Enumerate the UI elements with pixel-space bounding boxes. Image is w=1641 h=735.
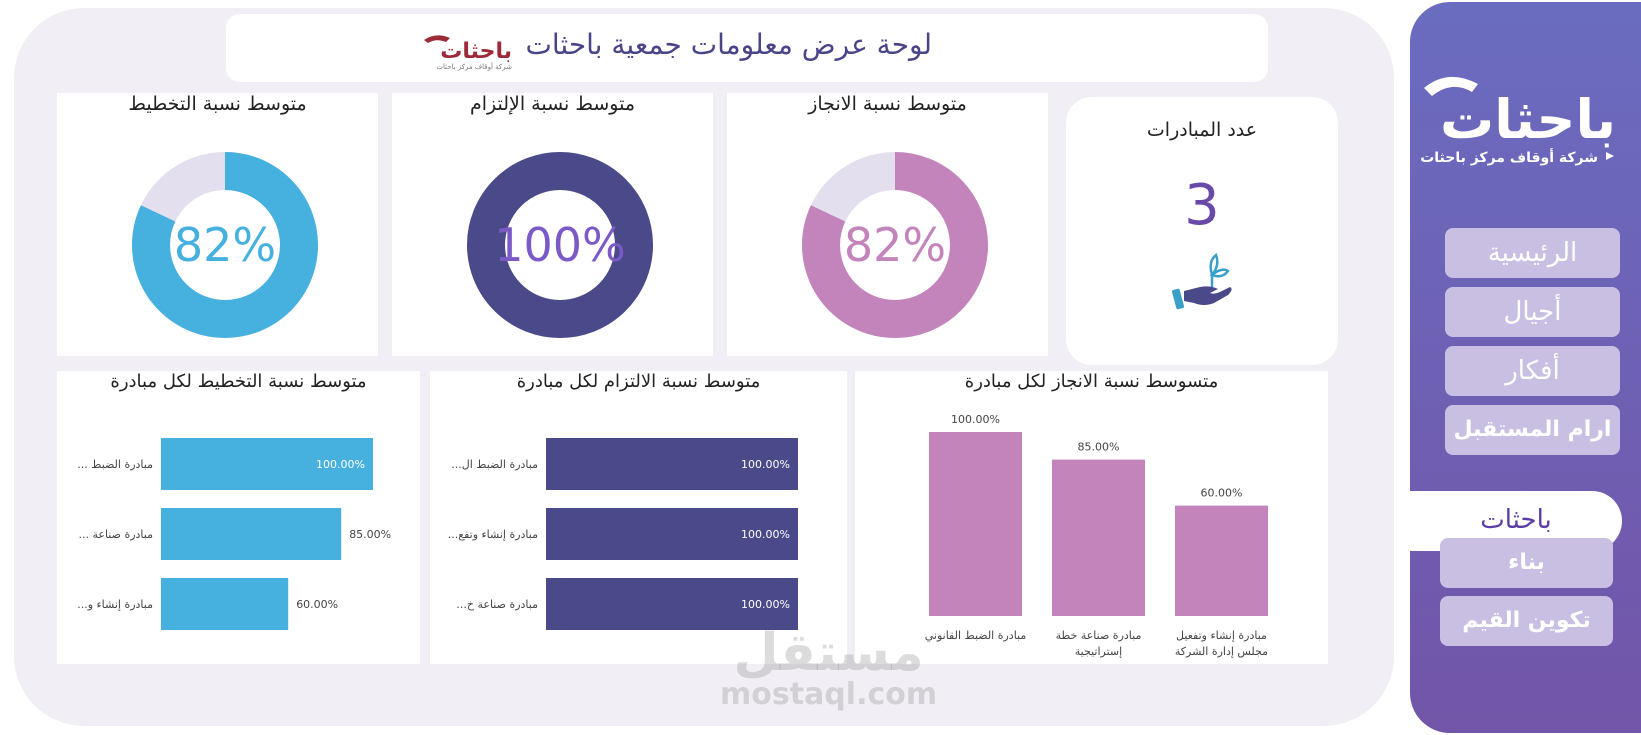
value-label: 60.00% [1201,487,1243,500]
category-label: إستراتيجية [1075,645,1122,658]
initiatives-count-value: 3 [1184,173,1220,238]
category-label: ... مبادرة الضبط [77,458,153,471]
commitment-donut: 100% [460,145,660,345]
category-label: ...مبادرة إنشاء وتفع [448,528,538,541]
bar [929,432,1022,616]
nav-home-button[interactable]: الرئيسية [1445,228,1620,278]
value-label: 85.00% [349,528,391,541]
achievement-donut-card: متوسط نسبة الانجاز 82% [727,93,1048,356]
value-label: 60.00% [296,598,338,611]
category-label: مجلس إدارة الشركة [1175,645,1268,658]
commitment-bar-chart: ...مبادرة الضبط ال 100.00% ...مبادرة إنشاء… [448,438,798,630]
bar [161,438,373,490]
value-label: 100.00% [316,458,365,471]
planning-bar-chart: ... مبادرة الضبط 100.00% ... مبادرة صناعة 8… [77,438,391,630]
nav-afkar-button[interactable]: أفكار [1445,346,1620,396]
value-label: 85.00% [1078,441,1120,454]
value-label: 100.00% [741,598,790,611]
commitment-donut-value: 100% [494,218,626,272]
svg-text:شركة أوقاف مركز باحثات: شركة أوقاف مركز باحثات [436,62,512,71]
achievement-donut: 82% [795,145,995,345]
commitment-donut-card: متوسط نسبة الإلتزام 100% [392,93,713,356]
svg-text:باحثات: باحثات [440,39,512,64]
bar [546,578,798,630]
bar [161,508,342,560]
category-label: ...مبادرة إنشاء و [77,598,153,611]
donut-arc [802,152,988,338]
donut-arc [467,152,653,338]
bar [1052,459,1145,616]
hand-plant-icon [1171,253,1232,310]
commitment-donut-title: متوسط نسبة الإلتزام [469,93,636,115]
header-bar: لوحة عرض معلومات جمعية باحثات باحثات شرك… [226,14,1268,82]
page-title: لوحة عرض معلومات جمعية باحثات [525,28,933,61]
nav-takween-alqiyam-button[interactable]: تكوين القيم [1440,596,1613,646]
sidebar-logo: باحثات شركة أوقاف مركز باحثات [1420,76,1616,166]
bar [161,578,289,630]
category-label: مبادرة صناعة خطة [1056,629,1142,642]
value-label: 100.00% [951,413,1000,426]
svg-text:باحثات: باحثات [1440,88,1616,151]
category-label: ...مبادرة الضبط ال [451,458,538,471]
bar [546,508,798,560]
header-logo: باحثات شركة أوقاف مركز باحثات [424,35,512,71]
nav-ajyal-button[interactable]: أجيال [1445,287,1620,337]
planning-donut: 82% [125,145,325,345]
value-label: 100.00% [741,458,790,471]
svg-text:شركة أوقاف مركز باحثات: شركة أوقاف مركز باحثات [1420,148,1598,166]
category-label: مبادرة الضبط القانوني [925,629,1027,642]
planning-bar-chart-title: متوسط نسبة التخطيط لكل مبادرة [110,371,367,392]
planning-bar-chart-card: متوسط نسبة التخطيط لكل مبادرة ... مبادرة… [57,371,420,664]
commitment-bar-chart-card: متوسط نسبة الالتزام لكل مبادرة ...مبادرة… [430,371,847,664]
nav-aram-almustaqbal-button[interactable]: ارام المستقبل [1445,405,1620,455]
bar [546,438,798,490]
donut-arc [132,152,318,338]
category-label: ...مبادرة صناعة خ [456,598,538,611]
category-label: مبادرة إنشاء وتفعيل [1176,629,1267,642]
planning-donut-card: متوسط نسبة التخطيط 82% [57,93,378,356]
planning-donut-title: متوسط نسبة التخطيط [128,93,307,115]
initiatives-count-card: عدد المبادرات 3 [1066,97,1338,365]
achievement-bar-chart: 100.00% مبادرة الضبط القانوني 85.00% مبادرة… [925,413,1268,658]
achievement-donut-title: متوسط نسبة الانجاز [808,93,967,115]
value-label: 100.00% [741,528,790,541]
achievement-bar-chart-title: متسوسط نسبة الانجاز لكل مبادرة [964,371,1219,392]
sidebar: باحثات شركة أوقاف مركز باحثات الرئيسية أ… [1410,2,1641,733]
nav-binaa-button[interactable]: بناء [1440,538,1613,588]
initiatives-count-title: عدد المبادرات [1146,119,1258,141]
category-label: ... مبادرة صناعة [78,528,153,541]
achievement-bar-chart-card: متسوسط نسبة الانجاز لكل مبادرة 100.00% مب… [855,371,1328,664]
planning-donut-value: 82% [173,218,277,272]
bar [1175,505,1268,616]
achievement-donut-value: 82% [843,218,947,272]
commitment-bar-chart-title: متوسط نسبة الالتزام لكل مبادرة [516,371,761,392]
